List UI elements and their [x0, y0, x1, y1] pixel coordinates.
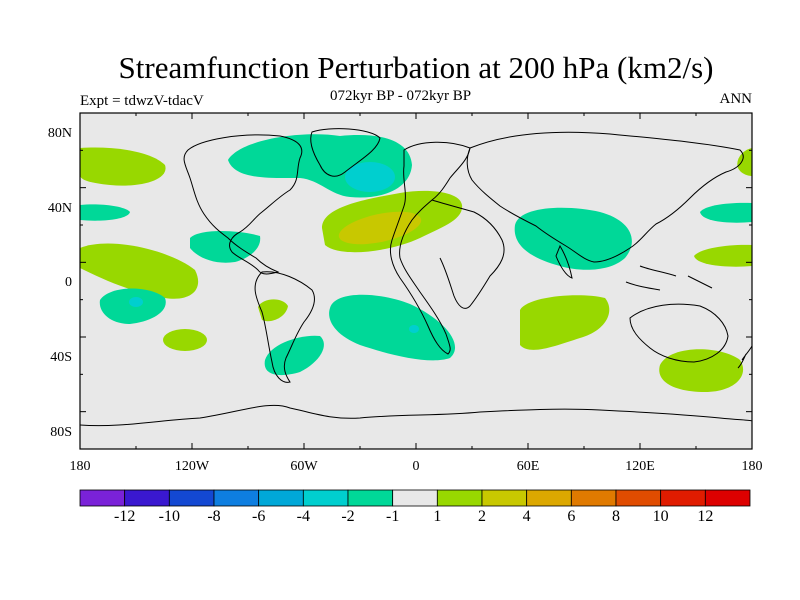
lon-label-120w: 120W: [175, 459, 210, 474]
colorbar-swatch: [392, 489, 438, 507]
lon-label-0: 0: [413, 459, 420, 474]
colorbar-swatch: [436, 489, 483, 507]
colorbar-swatch: [615, 489, 662, 507]
contour-pos-ne-edge: [737, 148, 752, 176]
colorbar-label: 10: [652, 508, 669, 525]
chart-title: Streamfunction Perturbation at 200 hPa (…: [118, 50, 714, 85]
lon-label-60e: 60E: [517, 459, 540, 474]
colorbar: [79, 489, 751, 507]
colorbar-swatch: [704, 489, 751, 507]
contour-pos-nw-edge: [80, 147, 166, 186]
contour-neg-central-america: [190, 231, 261, 263]
colorbar-label: -12: [113, 508, 136, 525]
lat-label-40n: 40N: [48, 201, 72, 216]
lon-label-180-right: 180: [742, 459, 763, 474]
colorbar-swatch: [302, 489, 349, 507]
contour-neg-east-pacific-40n: [80, 204, 130, 221]
lat-label-40s: 40S: [50, 350, 72, 365]
contour-neg-west-pacific-40n: [700, 202, 752, 223]
colorbar-swatch: [79, 489, 126, 507]
colorbar-label: 12: [697, 508, 714, 525]
lat-label-0: 0: [65, 275, 72, 290]
contour-neg-south-america-tip: [264, 335, 324, 376]
contour-pos-west-pacific-tropics: [694, 244, 752, 267]
lat-label-80s: 80S: [50, 425, 72, 440]
contour-neg4-south-atlantic: [409, 325, 419, 333]
colorbar-swatch: [124, 489, 170, 507]
contour-pos-south-pacific-small: [163, 329, 207, 351]
colorbar-swatch: [660, 489, 706, 507]
colorbar-label: -4: [296, 508, 310, 525]
contour-neg-south-atlantic: [329, 294, 456, 361]
contour-fill: [80, 128, 752, 427]
experiment-label: Expt = tdwzV-tdacV: [80, 93, 204, 109]
colorbar-swatch: [481, 489, 528, 507]
colorbar-label: -10: [158, 508, 180, 525]
colorbar-swatch: [526, 489, 572, 507]
contour-neg4-north-atlantic: [345, 162, 395, 192]
colorbar-label: 8: [612, 508, 620, 525]
colorbar-label: -6: [251, 508, 266, 525]
colorbar-swatch: [168, 489, 215, 507]
lon-label-60w: 60W: [290, 459, 318, 474]
contour-neg4-south-pacific: [129, 297, 143, 307]
contour-pos4-north-africa: [338, 211, 422, 245]
colorbar-label: 6: [567, 508, 576, 525]
contour-pos-south-america: [258, 299, 288, 322]
season-label: ANN: [719, 91, 753, 107]
lon-label-180-left: 180: [70, 459, 91, 474]
colorbar-swatch: [258, 489, 304, 507]
colorbar-label: 2: [478, 508, 486, 525]
contour-pos-indian-ocean: [520, 295, 610, 350]
colorbar-label: -1: [385, 508, 400, 525]
contour-pos-tropical-pacific: [80, 243, 199, 299]
contour-pos-australia-south: [659, 349, 744, 392]
lat-label-80n: 80N: [48, 126, 72, 141]
colorbar-swatch: [213, 489, 260, 507]
colorbar-label: 4: [522, 508, 531, 525]
colorbar-swatch: [570, 489, 617, 507]
colorbar-label: 1: [433, 508, 442, 525]
lon-label-120e: 120E: [625, 459, 655, 474]
chart-subtitle: 072kyr BP - 072kyr BP: [330, 88, 472, 104]
coastlines: [80, 128, 752, 427]
contour-neg-asia: [514, 207, 632, 270]
colorbar-swatch: [347, 489, 394, 507]
colorbar-label: -2: [341, 508, 355, 525]
colorbar-label: -8: [207, 508, 221, 525]
tick-layer: [79, 112, 753, 450]
